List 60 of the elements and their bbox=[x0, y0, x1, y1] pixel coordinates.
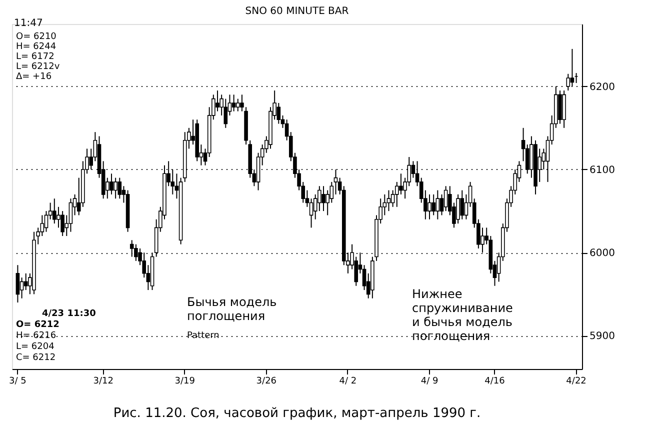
candlestick bbox=[68, 198, 73, 232]
annotation: 11:47 bbox=[14, 18, 43, 29]
annotation: O= 6212 bbox=[16, 320, 60, 330]
text: Рис. 11.20. Соя, часовой график, март-апрель 1990 г. bbox=[113, 406, 481, 421]
candlestick bbox=[216, 90, 220, 112]
candlestick bbox=[309, 198, 314, 228]
x-tick-label: 3/26 bbox=[256, 376, 277, 386]
candlestick bbox=[16, 264, 20, 303]
candlestick bbox=[399, 173, 403, 195]
candlestick bbox=[440, 194, 444, 216]
candlestick bbox=[52, 198, 56, 224]
candlestick bbox=[436, 190, 440, 220]
candlestick bbox=[56, 206, 60, 228]
candlestick bbox=[110, 173, 114, 195]
y-tick-label: 5900 bbox=[590, 331, 615, 342]
candlestick bbox=[322, 186, 326, 212]
candlestick bbox=[44, 210, 48, 232]
candlestick bbox=[20, 277, 24, 299]
annotation: Нижнее спружинивание и бычья модель поглощения bbox=[412, 287, 513, 343]
candlestick bbox=[224, 98, 228, 128]
candlestick bbox=[236, 98, 240, 112]
annotation: Бычья модель поглощения bbox=[187, 295, 277, 323]
candlestick bbox=[114, 177, 118, 200]
candlestick bbox=[428, 194, 432, 220]
annotation: C= 6212 bbox=[16, 353, 56, 363]
x-tick-label: 3/19 bbox=[174, 376, 196, 386]
annotation: L= 6204 bbox=[16, 342, 55, 352]
candlestick bbox=[460, 190, 464, 220]
y-tick-label: 6000 bbox=[590, 248, 615, 260]
candlestick bbox=[60, 210, 64, 236]
chart-title: SNO 60 MINUTE BAR bbox=[245, 6, 349, 17]
x-tick-label: 4/16 bbox=[484, 376, 506, 386]
annotation: L= 6212v bbox=[16, 62, 60, 72]
x-tick-label: 4/ 9 bbox=[420, 376, 438, 386]
y-tick-label: 6100 bbox=[590, 164, 615, 176]
candlestick bbox=[130, 240, 134, 258]
candlestick bbox=[390, 190, 395, 208]
candlestick bbox=[456, 194, 460, 224]
annotation: L= 6172 bbox=[16, 52, 54, 62]
annotation: H= 6244 bbox=[16, 42, 56, 52]
candlestick bbox=[134, 244, 138, 262]
annotation: O= 6210 bbox=[16, 32, 57, 42]
candlestick bbox=[432, 194, 436, 216]
candlestick bbox=[382, 194, 387, 216]
candlestick bbox=[118, 177, 122, 200]
x-tick-label: 3/12 bbox=[93, 376, 114, 386]
x-tick-label: 3/ 5 bbox=[9, 376, 26, 386]
y-tick-label: 6200 bbox=[590, 82, 615, 93]
annotation: Pattern bbox=[187, 331, 220, 341]
x-tick-label: 4/ 2 bbox=[339, 376, 357, 386]
candlestick bbox=[24, 272, 28, 291]
annotation: 4/23 11:30 bbox=[42, 309, 96, 319]
candlestick bbox=[362, 264, 366, 291]
candlestick bbox=[386, 190, 391, 212]
annotation: Δ= +16 bbox=[16, 72, 52, 82]
candlestick bbox=[444, 186, 448, 212]
candlestick bbox=[232, 94, 236, 112]
candlestick bbox=[40, 214, 44, 236]
x-tick-label: 4/22 bbox=[566, 376, 586, 386]
candlestick bbox=[276, 102, 281, 124]
